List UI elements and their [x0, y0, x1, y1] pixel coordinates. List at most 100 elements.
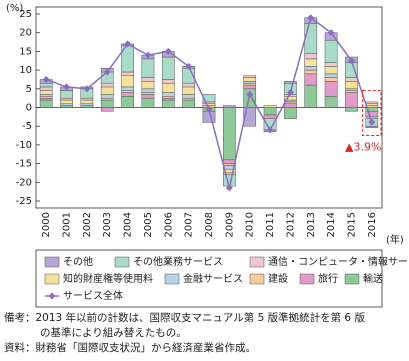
- bar-segment: [243, 77, 257, 82]
- bar-segment: [202, 103, 216, 106]
- x-tick-label: 2015: [346, 212, 357, 237]
- bar-segment: [324, 73, 338, 78]
- bar-segment: [100, 82, 114, 88]
- bar-segment: [80, 103, 94, 106]
- bar-segment: [60, 90, 73, 99]
- bar-segment: [161, 82, 175, 93]
- bar-segment: [39, 82, 53, 88]
- bar-segment: [161, 92, 175, 97]
- legend-swatch: [249, 273, 265, 285]
- bar-segment: [365, 110, 379, 118]
- line-marker: [205, 105, 213, 113]
- y-tick-label: -10: [16, 140, 32, 151]
- x-tick-label: 2001: [62, 212, 73, 237]
- x-tick-label: 2005: [143, 212, 154, 237]
- line-marker: [164, 47, 172, 55]
- legend-label: 知的財産権等使用料: [63, 272, 153, 285]
- bar-segment: [182, 82, 196, 88]
- bar-segment: [141, 94, 155, 99]
- bar-segment: [141, 58, 155, 78]
- legend-swatch: [249, 256, 265, 268]
- bar-segment: [345, 88, 358, 91]
- bar-segment: [304, 53, 318, 60]
- bar-segment: [100, 94, 114, 99]
- bar-segment: [100, 99, 114, 108]
- x-tick-label: 2008: [204, 212, 215, 237]
- bar-segment: [202, 101, 216, 105]
- bar-segment: [121, 71, 134, 76]
- legend-label: 通信・コンピュータ・情報サービス: [268, 255, 409, 268]
- note: 備考：2013 年以前の計数は、国際収支マニュアル第 5 版準拠統計を第 6 版: [4, 311, 365, 324]
- bar-segment: [39, 90, 53, 95]
- bar-segment: [365, 116, 379, 119]
- legend-label: その他業務サービス: [133, 255, 223, 268]
- bar-segment: [121, 92, 134, 97]
- line-marker: [307, 14, 315, 22]
- line-marker: [42, 75, 50, 83]
- note: 資料：財務省「国際収支状況」から経済産業省作成。: [4, 341, 256, 354]
- bar-segment: [80, 99, 94, 105]
- bar-segment: [60, 97, 73, 101]
- bar-segment: [121, 75, 134, 88]
- y-axis-label: (%): [6, 3, 23, 14]
- bar-segment: [39, 96, 53, 99]
- line-marker: [246, 90, 254, 98]
- bar-segment: [345, 81, 358, 90]
- legend-label: 建設: [268, 272, 288, 285]
- x-tick-label: 2009: [224, 212, 235, 237]
- bar-segment: [182, 94, 196, 99]
- bar-segment: [60, 103, 73, 106]
- bar-segment: [365, 125, 379, 128]
- bar-segment: [161, 56, 175, 80]
- bar-segment: [243, 84, 257, 90]
- bar-segment: [141, 77, 155, 82]
- line-marker: [347, 57, 355, 65]
- bar-segment: [243, 75, 257, 78]
- legend-swatch: [44, 256, 60, 268]
- bar-segment: [80, 105, 94, 108]
- line-marker: [266, 126, 274, 134]
- bar-segment: [324, 77, 338, 82]
- legend-label: 輸送: [363, 272, 383, 285]
- bar-segment: [39, 99, 53, 108]
- highlight-box: [362, 90, 382, 137]
- legend-frame: [35, 249, 383, 308]
- bar-segment: [100, 107, 114, 112]
- x-tick-label: 2003: [102, 212, 113, 237]
- bar-segment: [324, 39, 338, 63]
- bar-segment: [161, 79, 175, 84]
- bar-segment: [243, 81, 257, 84]
- legend-label: 金融サービス: [183, 272, 243, 285]
- bar-segment: [243, 107, 257, 127]
- bar-segment: [365, 101, 379, 105]
- bar-segment: [324, 81, 338, 97]
- bar-segment: [60, 99, 73, 105]
- y-tick-label: -25: [16, 196, 32, 207]
- bar-segment: [324, 66, 338, 75]
- bar-segment: [161, 99, 175, 108]
- legend-swatch: [164, 273, 180, 285]
- y-tick-label: -20: [16, 177, 32, 188]
- legend-swatch: [48, 292, 56, 300]
- x-tick-label: 2013: [306, 212, 317, 237]
- legend-swatch: [344, 273, 360, 285]
- line-marker: [185, 62, 193, 70]
- line-marker: [124, 40, 132, 48]
- bar-segment: [80, 97, 94, 101]
- bar-segment: [345, 90, 358, 93]
- bar-segment: [141, 92, 155, 95]
- bar-segment: [263, 107, 277, 116]
- bar-segment: [182, 99, 196, 108]
- bar-segment: [222, 159, 236, 164]
- y-tick-label: 5: [26, 84, 32, 95]
- bar-segment: [121, 96, 134, 108]
- y-tick-label: 25: [19, 9, 32, 20]
- y-tick-label: -5: [22, 121, 32, 132]
- bar-segment: [222, 105, 236, 108]
- bar-segment: [141, 97, 155, 108]
- x-tick-label: 2007: [184, 212, 195, 237]
- bar-segment: [121, 90, 134, 93]
- bar-segment: [263, 114, 277, 119]
- bar-segment: [182, 86, 196, 95]
